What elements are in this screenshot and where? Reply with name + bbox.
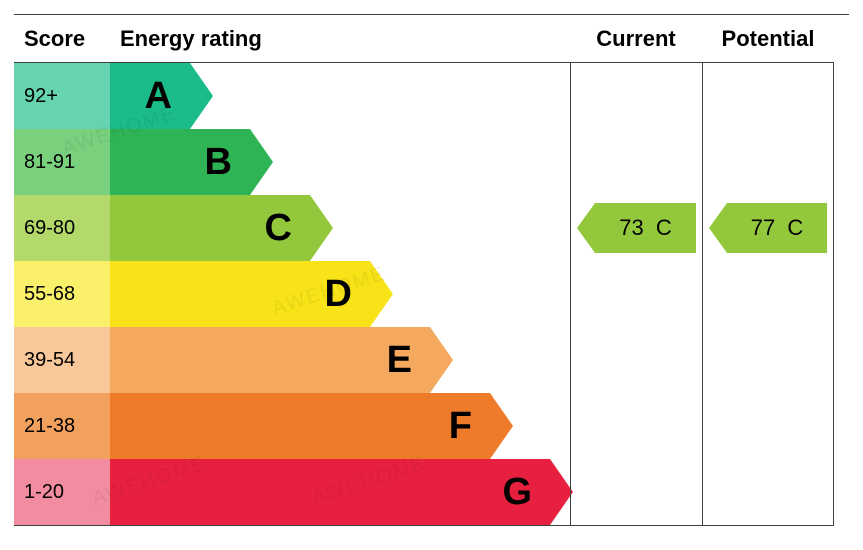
bar-cell: F [110,393,570,459]
rating-bar-e: E [110,327,430,393]
potential-col [702,327,834,393]
current-col [570,63,702,129]
score-cell: 92+ [14,63,110,129]
bar-cell: C [110,195,570,261]
current-col [570,261,702,327]
chart-bottom-border [14,525,834,526]
rating-bar-f: F [110,393,490,459]
potential-col [702,63,834,129]
rating-bar-c: C [110,195,310,261]
header-current: Current [570,15,702,63]
rating-bar-g: G [110,459,550,525]
potential-col [702,459,834,525]
current-col [570,393,702,459]
potential-col [702,129,834,195]
bar-cell: E [110,327,570,393]
score-cell: 39-54 [14,327,110,393]
potential-pointer: 77 C [727,203,827,253]
current-col [570,327,702,393]
score-cell: 1-20 [14,459,110,525]
rating-bar-b: B [110,129,250,195]
current-col [570,459,702,525]
current-pointer: 73 C [595,203,696,253]
potential-col [702,393,834,459]
current-col [570,129,702,195]
bar-cell: B [110,129,570,195]
score-cell: 55-68 [14,261,110,327]
score-cell: 69-80 [14,195,110,261]
rating-bar-d: D [110,261,370,327]
score-cell: 81-91 [14,129,110,195]
header-score: Score [14,15,110,63]
score-cell: 21-38 [14,393,110,459]
potential-col [702,261,834,327]
header-potential: Potential [702,15,834,63]
header-rating: Energy rating [110,15,570,63]
rating-bar-a: A [110,63,190,129]
energy-rating-chart: Score Energy rating Current Potential 92… [14,14,849,526]
bar-cell: A [110,63,570,129]
potential-col: 77 C [702,195,834,261]
bar-cell: D [110,261,570,327]
bar-cell: G [110,459,570,525]
current-col: 73 C [570,195,702,261]
